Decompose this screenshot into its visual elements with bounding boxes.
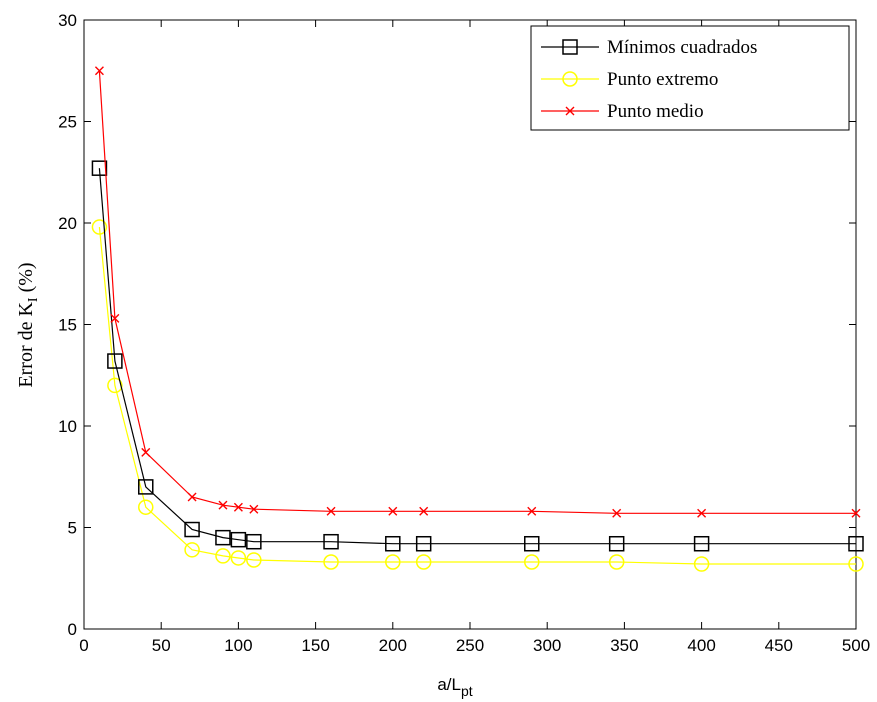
legend-item: Punto medio [541, 101, 704, 122]
data-point [385, 535, 401, 552]
legend: Mínimos cuadrados Punto extremo Punto medi… [530, 25, 850, 131]
data-point [323, 554, 339, 570]
series-line [98, 70, 856, 514]
data-point [851, 508, 861, 518]
x-tick-label: 200 [379, 636, 407, 655]
data-point [524, 554, 540, 570]
data-point [848, 556, 864, 572]
data-point [141, 447, 151, 457]
series-line [98, 227, 856, 565]
data-point [608, 535, 625, 552]
data-point [524, 535, 540, 552]
data-point [218, 500, 228, 510]
x-tick-label: 350 [610, 636, 638, 655]
data-point [110, 313, 120, 323]
data-point [693, 535, 710, 552]
axis-ticks: 0 50 100 150 200 250 300 350 400 450 500 0 5 10 15 20 25… [58, 11, 870, 655]
y-tick-label: 10 [58, 417, 77, 436]
data-point [612, 508, 622, 518]
data-point [415, 554, 432, 570]
data-point [233, 502, 243, 512]
y-tick-label: 0 [68, 620, 77, 639]
data-point [848, 535, 864, 552]
x-tick-label: 100 [224, 636, 252, 655]
y-tick-label: 15 [58, 316, 77, 335]
data-point [388, 506, 398, 516]
data-point [215, 529, 231, 546]
data-point [94, 66, 104, 76]
legend-items: Mínimos cuadrados Punto extremo Punto medi… [541, 37, 757, 122]
data-point [138, 479, 154, 495]
data-point [184, 521, 200, 538]
x-tick-label: 150 [301, 636, 329, 655]
x-tick-label: 400 [687, 636, 715, 655]
data-point [230, 550, 247, 566]
data-point [215, 548, 231, 564]
series-layer [91, 66, 864, 572]
legend-swatch-marker [565, 106, 575, 116]
legend-box [530, 25, 850, 131]
data-point [249, 504, 259, 514]
legend-item: Punto extremo [541, 69, 718, 90]
y-tick-label: 25 [58, 113, 77, 132]
data-point [415, 535, 432, 552]
data-point [91, 160, 108, 176]
data-point [326, 506, 336, 516]
data-point [693, 556, 710, 572]
legend-label: Punto medio [607, 101, 704, 122]
x-axis-title-main: a/L [437, 675, 461, 694]
y-axis-title-sub: I [26, 297, 41, 302]
series-square [91, 160, 864, 552]
data-point [697, 508, 707, 518]
y-axis-title-suffix: (%) [15, 262, 37, 297]
data-point [187, 492, 197, 502]
data-point [527, 506, 537, 516]
data-point [91, 219, 108, 235]
data-point [246, 552, 262, 568]
data-point [419, 506, 429, 516]
x-tick-label: 0 [79, 636, 88, 655]
data-point [385, 554, 401, 570]
legend-item: Mínimos cuadrados [541, 37, 757, 58]
data-point [138, 499, 154, 515]
y-tick-label: 5 [68, 519, 77, 538]
data-point [246, 533, 262, 550]
data-point [107, 353, 123, 369]
y-tick-label: 30 [58, 11, 77, 30]
legend-swatch-marker [562, 71, 578, 87]
data-point [230, 531, 247, 548]
data-point [608, 554, 625, 570]
series-line [98, 168, 856, 545]
series-x [94, 66, 861, 518]
legend-label: Mínimos cuadrados [607, 37, 757, 58]
y-tick-label: 20 [58, 214, 77, 233]
data-point [323, 533, 339, 550]
x-tick-label: 250 [456, 636, 484, 655]
x-axis-title-sub: pt [461, 683, 473, 699]
x-tick-label: 50 [152, 636, 171, 655]
x-tick-label: 300 [533, 636, 561, 655]
legend-label: Punto extremo [607, 69, 718, 90]
series-circle [91, 219, 864, 572]
legend-swatch-marker [562, 39, 578, 55]
y-axis-title: Error de KI (%) [15, 262, 41, 387]
x-axis-title: a/Lpt [437, 675, 472, 699]
data-point [107, 377, 123, 394]
x-tick-label: 500 [842, 636, 870, 655]
x-tick-label: 450 [765, 636, 793, 655]
y-axis-title-main: Error de K [15, 302, 37, 388]
data-point [184, 542, 200, 558]
